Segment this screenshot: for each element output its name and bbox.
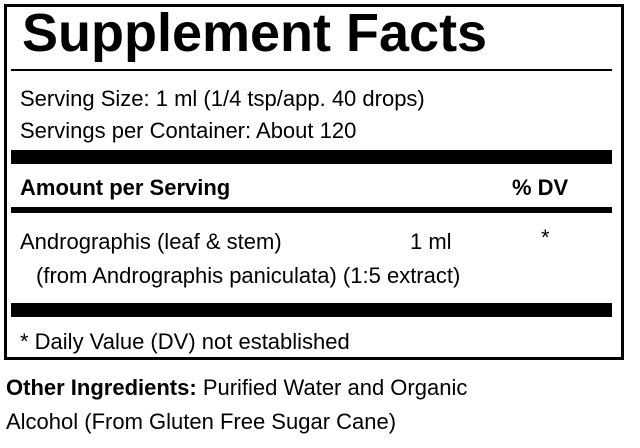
rule [11, 303, 612, 317]
ingredient-dv: * [541, 225, 550, 250]
column-header: Amount per Serving [20, 175, 231, 200]
ingredient-amount: 1 ml [410, 229, 452, 254]
footnote: * Daily Value (DV) not established [20, 329, 350, 354]
rule [11, 69, 612, 71]
rule [11, 207, 612, 213]
rule [11, 150, 612, 164]
title: Supplement Facts [22, 3, 488, 63]
other-label: Other Ingredients: [6, 375, 197, 400]
ingredient-name: Andrographis (leaf & stem) [20, 229, 282, 254]
other-ingredients: Other Ingredients: Purified Water and Or… [6, 375, 467, 401]
label-box [4, 4, 624, 360]
column-header: % DV [512, 175, 569, 200]
ingredient-source: (from Andrographis paniculata) (1:5 extr… [36, 263, 461, 288]
servings-per-container: Servings per Container: About 120 [20, 118, 357, 143]
serving-size: Serving Size: 1 ml (1/4 tsp/app. 40 drop… [20, 86, 425, 111]
other-text-2: Alcohol (From Gluten Free Sugar Cane) [6, 409, 397, 434]
other-text: Purified Water and Organic [202, 375, 468, 400]
